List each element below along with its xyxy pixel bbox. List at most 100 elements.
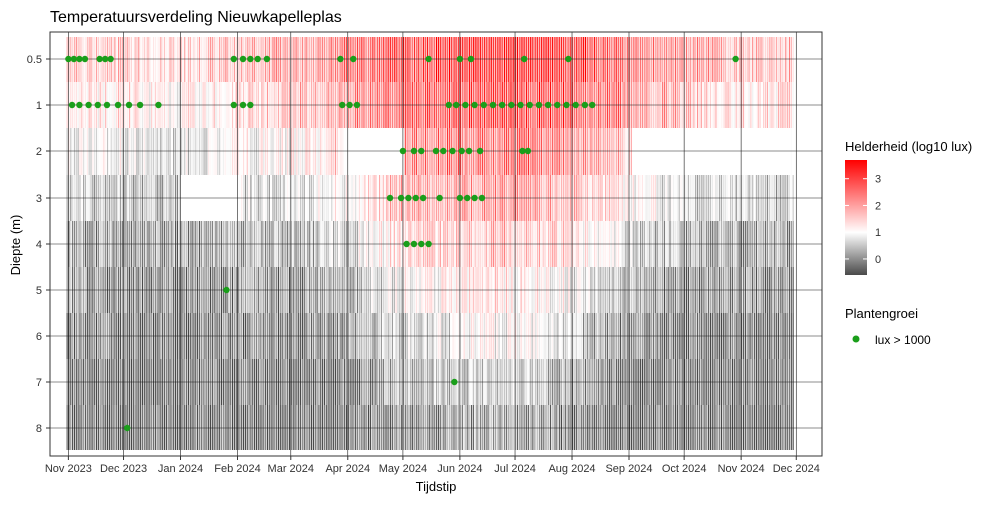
heatmap-cell xyxy=(129,37,131,82)
heatmap-cell xyxy=(419,405,421,450)
heatmap-cell xyxy=(219,128,221,175)
plant-growth-point xyxy=(521,55,528,63)
heatmap-cell xyxy=(141,37,144,82)
heatmap-cell xyxy=(717,405,719,450)
heatmap-cell xyxy=(693,37,695,82)
heatmap-cell xyxy=(143,128,145,175)
heatmap-cell xyxy=(695,405,697,450)
plant-growth-point xyxy=(565,55,572,63)
heatmap-cell xyxy=(573,128,575,175)
plant-growth-point xyxy=(519,147,526,155)
heatmap-cell xyxy=(492,37,495,82)
heatmap-cell xyxy=(292,128,294,175)
heatmap-cell xyxy=(136,405,138,450)
heatmap-cell xyxy=(415,405,417,450)
heatmap-cell xyxy=(283,37,285,82)
heatmap-cell xyxy=(439,37,441,82)
heatmap-cell xyxy=(105,128,107,175)
heatmap-cell xyxy=(612,37,614,82)
plant-growth-point xyxy=(405,194,412,202)
heatmap-cell xyxy=(86,128,88,175)
heatmap-cell xyxy=(524,405,526,450)
heatmap-cell xyxy=(597,37,599,82)
heatmap-cell xyxy=(333,128,335,175)
heatmap-cell xyxy=(496,128,498,175)
heatmap-cell xyxy=(200,405,202,450)
heatmap-cell xyxy=(595,37,598,82)
heatmap-cell xyxy=(288,405,291,450)
heatmap-cell xyxy=(654,405,656,450)
heatmap-cell xyxy=(685,37,688,82)
heatmap-cell xyxy=(465,405,467,450)
heatmap-cell xyxy=(733,405,735,450)
heatmap-cell xyxy=(478,405,480,450)
heatmap-cell xyxy=(674,405,677,450)
heatmap-cell xyxy=(136,128,138,175)
heatmap-cell xyxy=(504,405,506,450)
heatmap-cell xyxy=(641,37,644,82)
heatmap-cell xyxy=(465,37,467,82)
heatmap-cell xyxy=(663,405,666,450)
heatmap-cell xyxy=(110,405,112,450)
heatmap-cell xyxy=(542,37,544,82)
heatmap-cell xyxy=(590,405,592,450)
heatmap-cell xyxy=(404,405,406,450)
heatmap-cell xyxy=(250,128,252,175)
heatmap-cell xyxy=(195,405,197,450)
heatmap-cell xyxy=(564,128,566,175)
heatmap-cell xyxy=(134,405,136,450)
heatmap-cell xyxy=(130,128,133,175)
heatmap-cell xyxy=(667,405,669,450)
heatmap-cell xyxy=(480,405,482,450)
heatmap-cell xyxy=(301,405,303,450)
plant-growth-point xyxy=(464,194,471,202)
heatmap-cell xyxy=(88,37,90,82)
heatmap-cell xyxy=(369,37,371,82)
heatmap-cell xyxy=(277,405,280,450)
heatmap-cell xyxy=(472,128,474,175)
heatmap-cell xyxy=(421,37,423,82)
heatmap-cell xyxy=(222,128,224,175)
heatmap-cell xyxy=(627,128,629,175)
heatmap-cell xyxy=(197,37,199,82)
heatmap-cell xyxy=(279,405,281,450)
heatmap-cell xyxy=(322,37,324,82)
heatmap-cell xyxy=(404,37,406,82)
heatmap-cell xyxy=(417,37,419,82)
heatmap-cell xyxy=(173,128,175,175)
heatmap-cell xyxy=(151,37,153,82)
heatmap-cell xyxy=(311,405,313,450)
heatmap-cell xyxy=(730,37,732,82)
heatmap-cell xyxy=(605,37,607,82)
heatmap-cell xyxy=(399,405,401,450)
heatmap-cell xyxy=(555,128,557,175)
heatmap-cell xyxy=(191,405,193,450)
heatmap-cell xyxy=(163,405,166,450)
heatmap-cell xyxy=(634,405,636,450)
heatmap-cell xyxy=(492,405,495,450)
heatmap-cell xyxy=(568,128,570,175)
heatmap-cell xyxy=(662,405,664,450)
heatmap-cell xyxy=(709,37,712,82)
legend-colorbar-ticks: 0 1 2 3 xyxy=(845,174,881,266)
heatmap-cell xyxy=(114,37,116,82)
heatmap-cell xyxy=(759,405,761,450)
heatmap-cell xyxy=(287,128,289,175)
heatmap-cell xyxy=(309,405,311,450)
plant-growth-point xyxy=(76,55,83,63)
heatmap-cell xyxy=(147,405,149,450)
heatmap-cell xyxy=(235,128,237,175)
heatmap-cell xyxy=(617,37,620,82)
plant-growth-point xyxy=(465,147,473,155)
heatmap-cell xyxy=(579,405,581,450)
heatmap-cell xyxy=(303,405,305,450)
heatmap-cell xyxy=(779,405,781,450)
heatmap-cell xyxy=(241,128,243,175)
heatmap-cell xyxy=(375,37,377,82)
heatmap-cell xyxy=(417,405,419,450)
plant-growth-point xyxy=(337,55,344,63)
heatmap-cell xyxy=(206,37,208,82)
heatmap-cell xyxy=(106,128,109,175)
heatmap-cell xyxy=(309,37,311,82)
heatmap-cell xyxy=(537,405,539,450)
